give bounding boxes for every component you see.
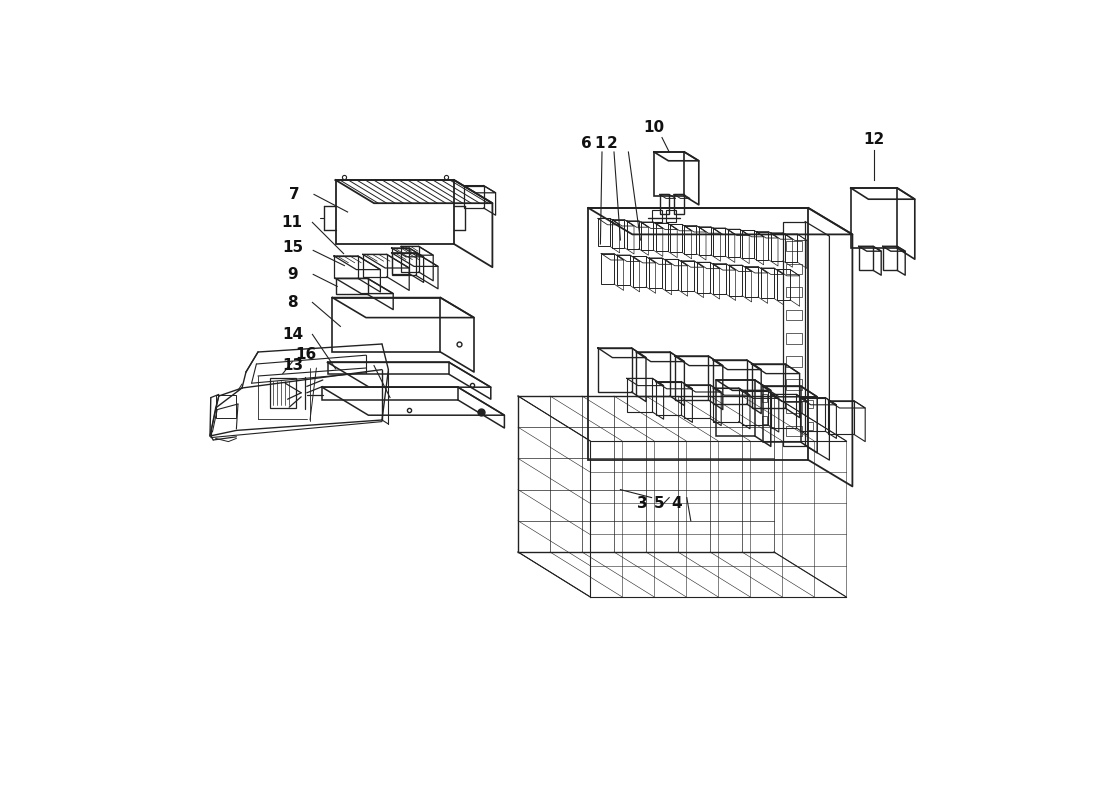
Bar (729, 265, 743, 295)
Bar (681, 261, 694, 291)
Bar (786, 241, 802, 251)
Bar (627, 378, 652, 412)
Bar (363, 254, 387, 277)
Bar (800, 398, 825, 431)
Bar (786, 310, 802, 321)
Bar (771, 394, 796, 428)
Bar (713, 388, 739, 422)
Bar (654, 152, 684, 196)
Text: 11: 11 (282, 215, 303, 230)
Bar (716, 380, 755, 436)
Text: 14: 14 (282, 327, 303, 342)
Text: 13: 13 (282, 358, 303, 373)
Bar (762, 416, 767, 424)
Text: 12: 12 (864, 133, 884, 147)
Bar (684, 385, 710, 418)
Bar (757, 232, 769, 259)
Bar (786, 264, 802, 274)
Bar (332, 298, 440, 352)
Text: 5: 5 (654, 497, 664, 511)
Bar (778, 270, 790, 300)
Bar (627, 221, 639, 249)
Bar (698, 227, 711, 254)
Bar (828, 401, 854, 434)
Bar (588, 208, 808, 460)
Bar (660, 194, 669, 214)
Bar (713, 264, 726, 294)
Text: 3: 3 (637, 497, 647, 511)
Bar (637, 352, 670, 396)
Bar (216, 395, 235, 418)
Bar (786, 402, 802, 413)
Bar (598, 348, 631, 392)
Bar (786, 379, 802, 390)
Text: 16: 16 (296, 347, 317, 362)
Bar (649, 258, 662, 288)
Text: 4: 4 (671, 497, 682, 511)
Bar (666, 210, 675, 222)
Bar (328, 362, 449, 374)
Bar (859, 246, 873, 270)
Bar (602, 254, 614, 284)
Bar (786, 426, 802, 436)
Text: 8: 8 (287, 295, 298, 310)
Bar (598, 218, 611, 246)
Bar (761, 268, 774, 298)
Bar (617, 255, 630, 286)
Bar (634, 257, 646, 287)
Bar (786, 287, 802, 298)
Bar (336, 278, 367, 294)
Bar (684, 226, 696, 254)
Bar (850, 188, 898, 248)
Bar (808, 400, 813, 408)
Bar (783, 222, 805, 446)
Bar (334, 256, 358, 278)
Bar (762, 386, 801, 442)
Bar (613, 219, 625, 248)
Bar (713, 360, 747, 404)
Bar (463, 186, 484, 208)
Bar (727, 230, 739, 258)
Text: 6: 6 (581, 137, 592, 151)
Bar (742, 391, 768, 425)
Bar (666, 259, 678, 290)
Bar (762, 394, 767, 402)
Bar (745, 266, 758, 297)
Bar (656, 223, 668, 251)
Bar (670, 224, 682, 253)
Text: 10: 10 (644, 121, 664, 135)
Text: 9: 9 (287, 267, 298, 282)
Bar (786, 333, 802, 343)
Bar (656, 382, 681, 415)
Bar (713, 228, 725, 256)
Bar (742, 230, 754, 258)
Bar (392, 253, 416, 275)
Bar (697, 262, 710, 293)
Bar (322, 387, 458, 400)
Bar (270, 378, 296, 408)
Bar (674, 356, 708, 400)
Bar (336, 180, 454, 244)
Text: 15: 15 (282, 241, 303, 255)
Bar (402, 246, 419, 272)
Bar (808, 422, 813, 430)
Bar (392, 248, 409, 274)
Text: 2: 2 (607, 137, 618, 151)
Bar (785, 234, 798, 262)
Bar (652, 210, 662, 222)
Bar (641, 222, 653, 250)
Text: 1: 1 (594, 137, 605, 151)
Bar (786, 356, 802, 366)
Text: 7: 7 (288, 187, 299, 202)
Bar (883, 246, 898, 270)
Bar (751, 364, 785, 408)
Bar (771, 233, 783, 261)
Bar (674, 194, 683, 214)
